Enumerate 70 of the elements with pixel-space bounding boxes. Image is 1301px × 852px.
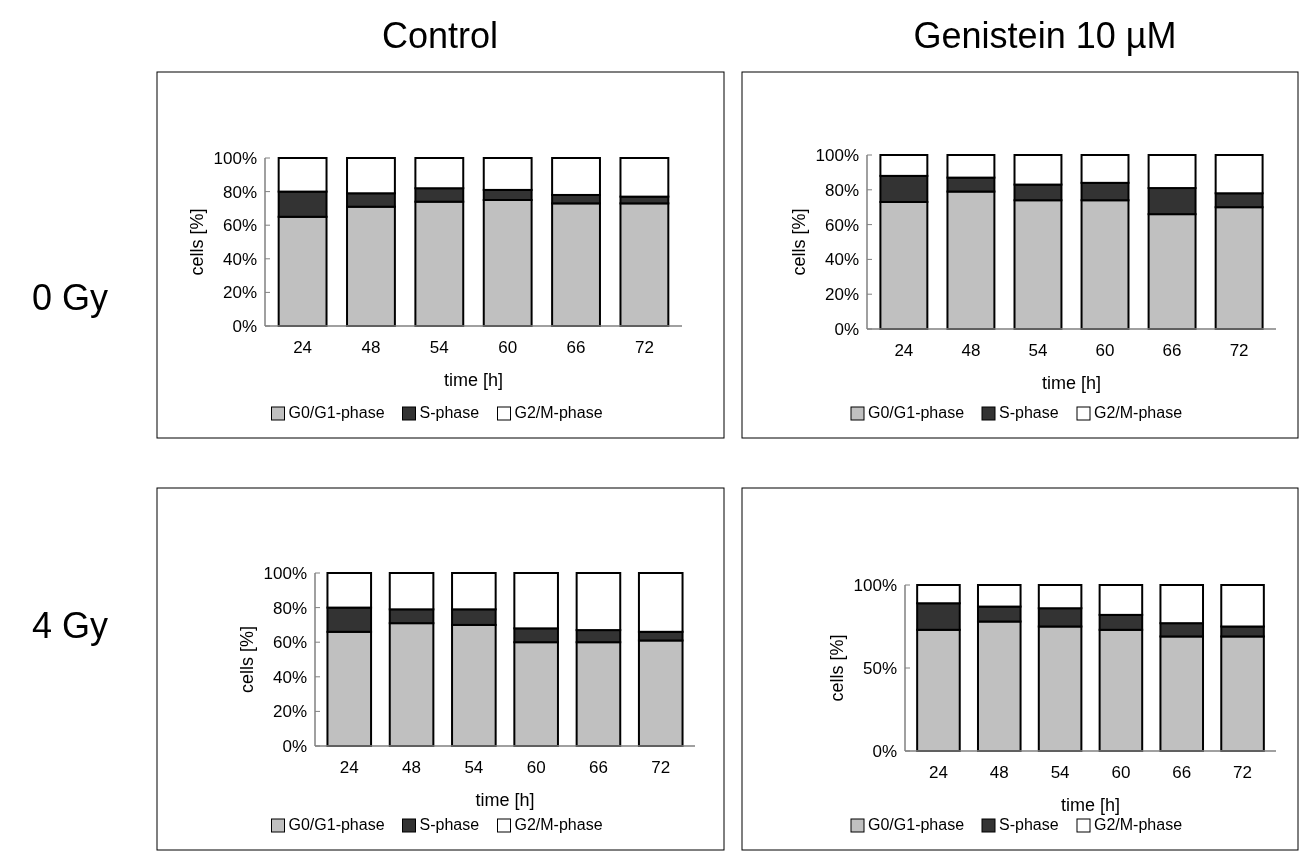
y-tick-label: 40% (824, 250, 859, 270)
legend-label: G2/M-phase (514, 404, 603, 421)
x-tick-label: 72 (634, 338, 654, 357)
y-tick-label: 0% (232, 317, 257, 336)
legend-label: G0/G1-phase (288, 404, 385, 421)
x-tick-label: 72 (1233, 763, 1253, 782)
x-tick-label: 48 (989, 763, 1009, 782)
y-axis-title: cells [%] (237, 625, 257, 694)
x-tick-label: 48 (361, 338, 381, 357)
x-tick-label: 24 (339, 758, 359, 777)
y-tick-label: 60% (222, 216, 257, 236)
x-tick-label: 66 (588, 758, 608, 777)
x-tick-label: 60 (1095, 341, 1115, 360)
x-tick-label: 54 (464, 758, 484, 777)
x-axis-title: time [h] (443, 370, 504, 390)
x-tick-label: 60 (1111, 763, 1131, 782)
x-tick-label: 48 (961, 341, 981, 360)
x-axis-title: time [h] (1060, 795, 1121, 815)
x-tick-label: 24 (894, 341, 914, 360)
y-tick-label: 100% (263, 564, 307, 583)
text: 4 Gy (31, 605, 109, 646)
x-tick-label: 66 (1172, 763, 1192, 782)
legend-label: G2/M-phase (514, 816, 603, 833)
legend-label: G2/M-phase (1094, 404, 1183, 421)
y-tick-label: 0% (282, 737, 307, 756)
y-tick-label: 60% (272, 633, 307, 653)
y-tick-label: 20% (272, 702, 307, 722)
x-axis-title: time [h] (475, 790, 535, 810)
legend-label: S-phase (419, 404, 480, 421)
x-tick-label: 24 (293, 338, 313, 357)
y-tick-label: 80% (272, 598, 307, 618)
legend-label: G0/G1-phase (868, 404, 965, 421)
legend-label: G0/G1-phase (868, 816, 965, 833)
y-tick-label: 80% (824, 180, 859, 200)
x-tick-label: 60 (526, 758, 546, 777)
y-tick-label: 100% (213, 149, 257, 168)
y-axis-title: cells [%] (789, 208, 809, 276)
x-tick-label: 24 (928, 763, 948, 782)
bar (619, 202, 670, 327)
x-tick-label: 66 (566, 338, 586, 357)
y-axis-title: cells [%] (187, 208, 207, 276)
x-tick-label: 54 (1028, 341, 1048, 360)
y-tick-label: 60% (824, 215, 859, 235)
y-tick-label: 20% (222, 283, 257, 303)
x-tick-label: 66 (1162, 341, 1182, 360)
y-tick-label: 80% (222, 182, 257, 202)
x-tick-label: 48 (402, 758, 422, 777)
legend-label: S-phase (419, 816, 480, 833)
y-tick-label: 0% (872, 742, 897, 761)
y-tick-label: 20% (824, 285, 859, 305)
x-tick-label: 60 (498, 338, 518, 357)
x-tick-label: 54 (429, 338, 449, 357)
y-tick-label: 0% (834, 320, 859, 339)
y-tick-label: 40% (222, 249, 257, 269)
y-axis-title: cells [%] (827, 634, 847, 702)
y-tick-label: 100% (853, 576, 897, 595)
legend-label: S-phase (999, 404, 1059, 421)
y-tick-label: 100% (815, 146, 859, 165)
x-tick-label: 54 (1050, 763, 1070, 782)
legend-label: G2/M-phase (1094, 816, 1183, 833)
x-tick-label: 72 (1229, 341, 1249, 360)
text: 0 Gy (31, 277, 109, 318)
x-axis-title: time [h] (1041, 373, 1102, 393)
legend-label: S-phase (999, 816, 1059, 833)
chart-title: Genistein 10 µM (913, 15, 1177, 56)
y-tick-label: 40% (272, 667, 307, 687)
y-tick-label: 50% (862, 659, 897, 678)
chart-title: Control (381, 15, 499, 56)
legend-label: G0/G1-phase (288, 816, 385, 833)
x-tick-label: 72 (651, 758, 671, 777)
